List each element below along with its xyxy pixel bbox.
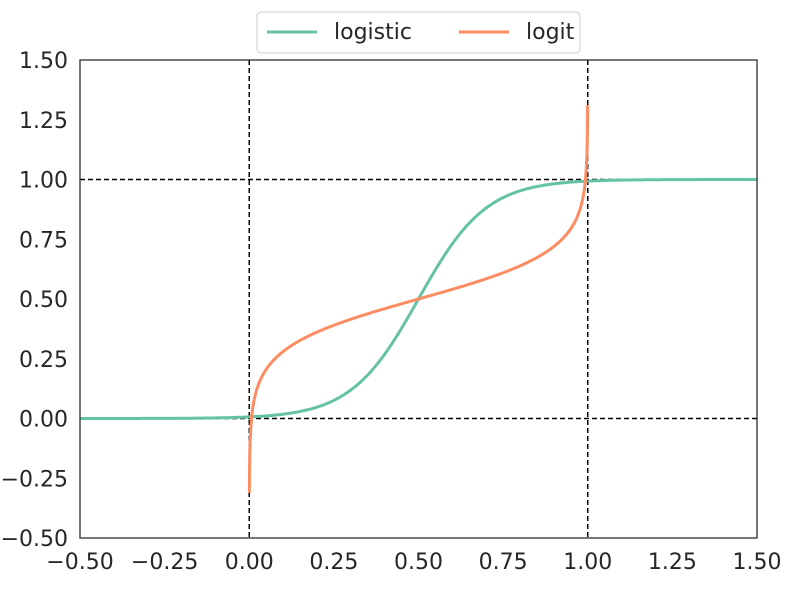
x-axis-ticks: −0.50 −0.25 0.00 0.25 0.50 0.75 1.00 1.25 1.50 — [46, 550, 781, 575]
legend-label-logistic: logistic — [334, 20, 412, 45]
y-tick-label: 1.50 — [19, 49, 68, 74]
x-tick-label: −0.25 — [131, 550, 198, 575]
y-tick-label: 0.00 — [19, 408, 68, 433]
y-tick-label: −0.50 — [1, 527, 68, 552]
legend-box — [256, 11, 581, 54]
legend-label-logit: logit — [526, 20, 575, 45]
y-tick-label: 0.75 — [19, 228, 68, 253]
x-tick-label: 1.00 — [563, 550, 612, 575]
x-tick-label: 0.50 — [394, 550, 443, 575]
y-tick-label: 1.00 — [19, 169, 68, 194]
y-tick-label: 0.50 — [19, 288, 68, 313]
y-tick-label: −0.25 — [1, 467, 68, 492]
y-axis-ticks: −0.50 −0.25 0.00 0.25 0.50 0.75 1.00 1.25 1.50 — [1, 49, 68, 552]
y-tick-label: 0.25 — [19, 348, 68, 373]
series-line-logit — [247, 105, 590, 493]
y-tick-label: 1.25 — [19, 109, 68, 134]
x-tick-label: −0.50 — [46, 550, 113, 575]
x-tick-label: 0.25 — [309, 550, 358, 575]
series-layer — [80, 105, 757, 493]
x-tick-label: 0.75 — [479, 550, 528, 575]
x-tick-label: 1.50 — [733, 550, 782, 575]
legend: logistic logit — [256, 11, 581, 54]
plot-frame — [79, 59, 758, 539]
x-tick-label: 0.00 — [225, 550, 274, 575]
x-tick-label: 1.25 — [648, 550, 697, 575]
